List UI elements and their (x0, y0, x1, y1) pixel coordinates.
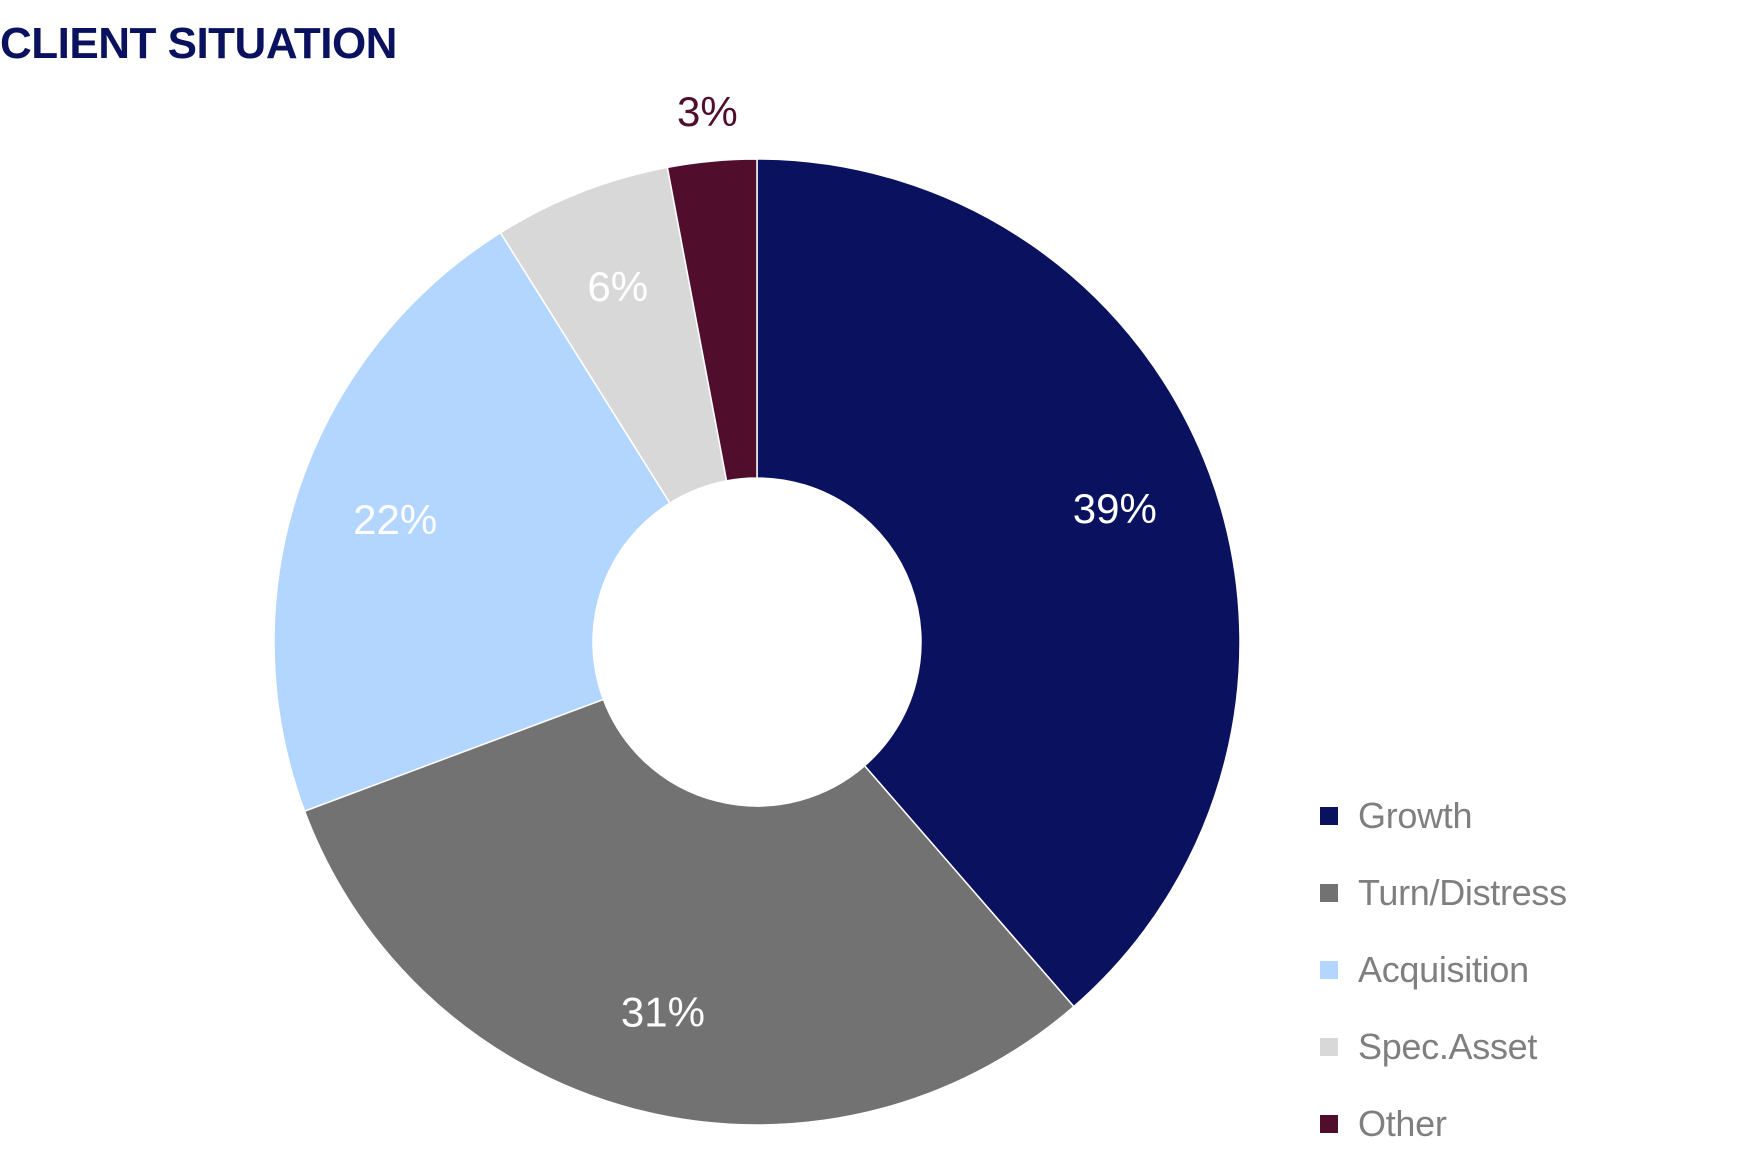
legend-swatch-growth (1320, 806, 1338, 825)
legend-label-growth: Growth (1358, 794, 1473, 836)
legend-swatch-acquisition (1320, 960, 1338, 979)
legend-item-acquisition: Acquisition (1320, 931, 1567, 1008)
legend-swatch-turn-distress (1320, 883, 1338, 902)
legend-label-spec-asset: Spec.Asset (1358, 1025, 1538, 1067)
donut-slices (273, 158, 1241, 1126)
slice-other (666, 158, 758, 482)
donut-chart: 39% 31% 22% 6% 3% (273, 88, 1241, 1126)
legend-item-spec-asset: Spec.Asset (1320, 1008, 1567, 1085)
legend-item-other: Other (1320, 1085, 1567, 1162)
legend-item-turn-distress: Turn/Distress (1320, 854, 1567, 931)
data-label-turn-distress: 31% (621, 989, 705, 1036)
data-label-growth: 39% (1073, 485, 1157, 532)
legend-label-other: Other (1358, 1102, 1447, 1144)
slice-acquisition (273, 231, 671, 813)
slice-turn-distress (303, 698, 1075, 1126)
legend-label-turn-distress: Turn/Distress (1358, 871, 1567, 913)
data-label-acquisition: 22% (353, 496, 437, 543)
legend-swatch-spec-asset (1320, 1037, 1338, 1056)
legend-swatch-other (1320, 1114, 1338, 1133)
chart-title: CLIENT SITUATION (0, 19, 397, 68)
legend-label-acquisition: Acquisition (1358, 948, 1529, 990)
slice-labels: 39% 31% 22% 6% 3% (353, 88, 1157, 1036)
slice-growth (756, 158, 1241, 1008)
data-label-spec-asset: 6% (587, 263, 648, 310)
chart-legend: Growth Turn/Distress Acquisition Spec.Asset… (1320, 777, 1567, 1162)
data-label-other: 3% (677, 88, 738, 135)
legend-item-growth: Growth (1320, 777, 1567, 854)
